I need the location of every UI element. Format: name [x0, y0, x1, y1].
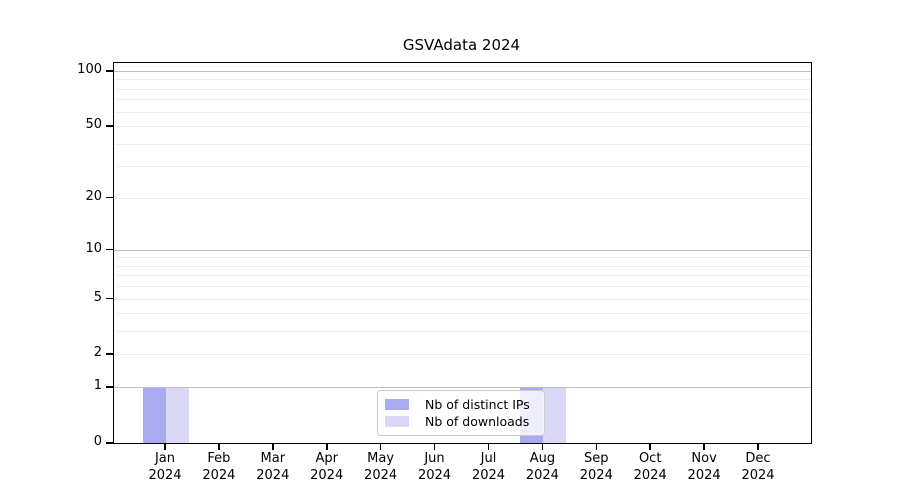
- gridline-minor-9: [114, 257, 811, 259]
- x-tick-mar: [272, 443, 274, 450]
- legend-swatch-downloads-icon: [385, 416, 409, 428]
- x-tick-may: [379, 443, 382, 450]
- x-tick-label-dec: Dec 2024: [741, 451, 775, 483]
- x-tick-nov: [703, 443, 705, 450]
- x-tick-dec: [757, 443, 759, 450]
- gridline-minor-7: [114, 275, 811, 277]
- x-tick-jul: [487, 443, 490, 450]
- x-tick-label-oct: Oct 2024: [633, 451, 667, 483]
- x-tick-jan: [164, 443, 166, 450]
- gridline-minor-40: [114, 143, 811, 145]
- gridlines-layer: [114, 63, 811, 443]
- x-tick-label-mar: Mar 2024: [256, 451, 290, 483]
- y-tick-label-1: 1: [93, 378, 102, 394]
- y-tick-label-100: 100: [77, 62, 102, 77]
- x-tick-label-jun: Jun 2024: [417, 451, 452, 483]
- gridline-minor-3: [114, 331, 811, 333]
- legend-swatch-distinct-ips-icon: [385, 398, 409, 410]
- legend-label-distinct-ips: Nb of distinct IPs: [425, 396, 530, 412]
- gridline-minor-5: [114, 298, 811, 300]
- gridline-minor-70: [114, 99, 811, 101]
- gridline-major-100: [114, 71, 811, 72]
- bar-downloads-aug: [543, 387, 567, 443]
- y-tick-5: [106, 297, 113, 300]
- x-tick-oct: [649, 443, 651, 450]
- bar-distinct-ips-jan: [143, 387, 166, 443]
- y-tick-label-0: 0: [93, 434, 102, 449]
- legend-item-downloads: Nb of downloads: [385, 414, 536, 429]
- legend: Nb of distinct IPs Nb of downloads: [377, 390, 545, 436]
- y-tick-1: [106, 386, 113, 388]
- gridline-minor-60: [114, 111, 811, 113]
- plot-area: Nb of distinct IPs Nb of downloads: [113, 62, 812, 444]
- gridline-major-1: [114, 387, 811, 389]
- gridline-major-10: [114, 249, 811, 251]
- gridline-minor-30: [114, 166, 811, 168]
- x-tick-apr: [326, 443, 328, 450]
- gridline-minor-2: [114, 354, 811, 356]
- x-tick-label-aug: Aug 2024: [525, 451, 559, 483]
- y-tick-10: [106, 248, 113, 251]
- x-tick-label-nov: Nov 2024: [687, 451, 721, 483]
- gridline-minor-4: [114, 313, 811, 315]
- x-tick-jun: [433, 443, 436, 450]
- gridline-minor-90: [114, 79, 811, 81]
- gridline-minor-6: [114, 286, 811, 288]
- y-tick-2: [106, 353, 113, 355]
- x-tick-label-apr: Apr 2024: [310, 451, 344, 483]
- bar-downloads-jan: [166, 387, 189, 443]
- x-tick-label-feb: Feb 2024: [202, 451, 236, 483]
- x-tick-label-jan: Jan 2024: [148, 451, 182, 483]
- y-tick-0: [106, 442, 113, 444]
- chart-title: GSVAdata 2024: [402, 36, 521, 54]
- legend-label-downloads: Nb of downloads: [425, 414, 530, 430]
- x-tick-label-may: May 2024: [364, 451, 398, 483]
- y-tick-20: [106, 196, 113, 199]
- x-tick-sep: [595, 443, 597, 450]
- y-tick-label-2: 2: [93, 345, 102, 361]
- gridline-minor-50: [114, 126, 811, 128]
- y-tick-50: [106, 125, 113, 127]
- y-tick-label-20: 20: [85, 188, 102, 204]
- x-tick-label-sep: Sep 2024: [579, 451, 613, 483]
- legend-item-distinct-ips: Nb of distinct IPs: [385, 397, 536, 412]
- gridline-minor-80: [114, 88, 811, 90]
- gridline-minor-8: [114, 265, 811, 267]
- y-tick-label-50: 50: [85, 117, 102, 133]
- x-tick-label-jul: Jul 2024: [471, 451, 506, 483]
- y-tick-100: [106, 70, 113, 72]
- y-tick-label-10: 10: [85, 240, 102, 256]
- gridline-minor-20: [114, 197, 811, 199]
- x-tick-aug: [541, 443, 544, 450]
- x-tick-feb: [218, 443, 220, 450]
- y-tick-label-5: 5: [93, 289, 102, 305]
